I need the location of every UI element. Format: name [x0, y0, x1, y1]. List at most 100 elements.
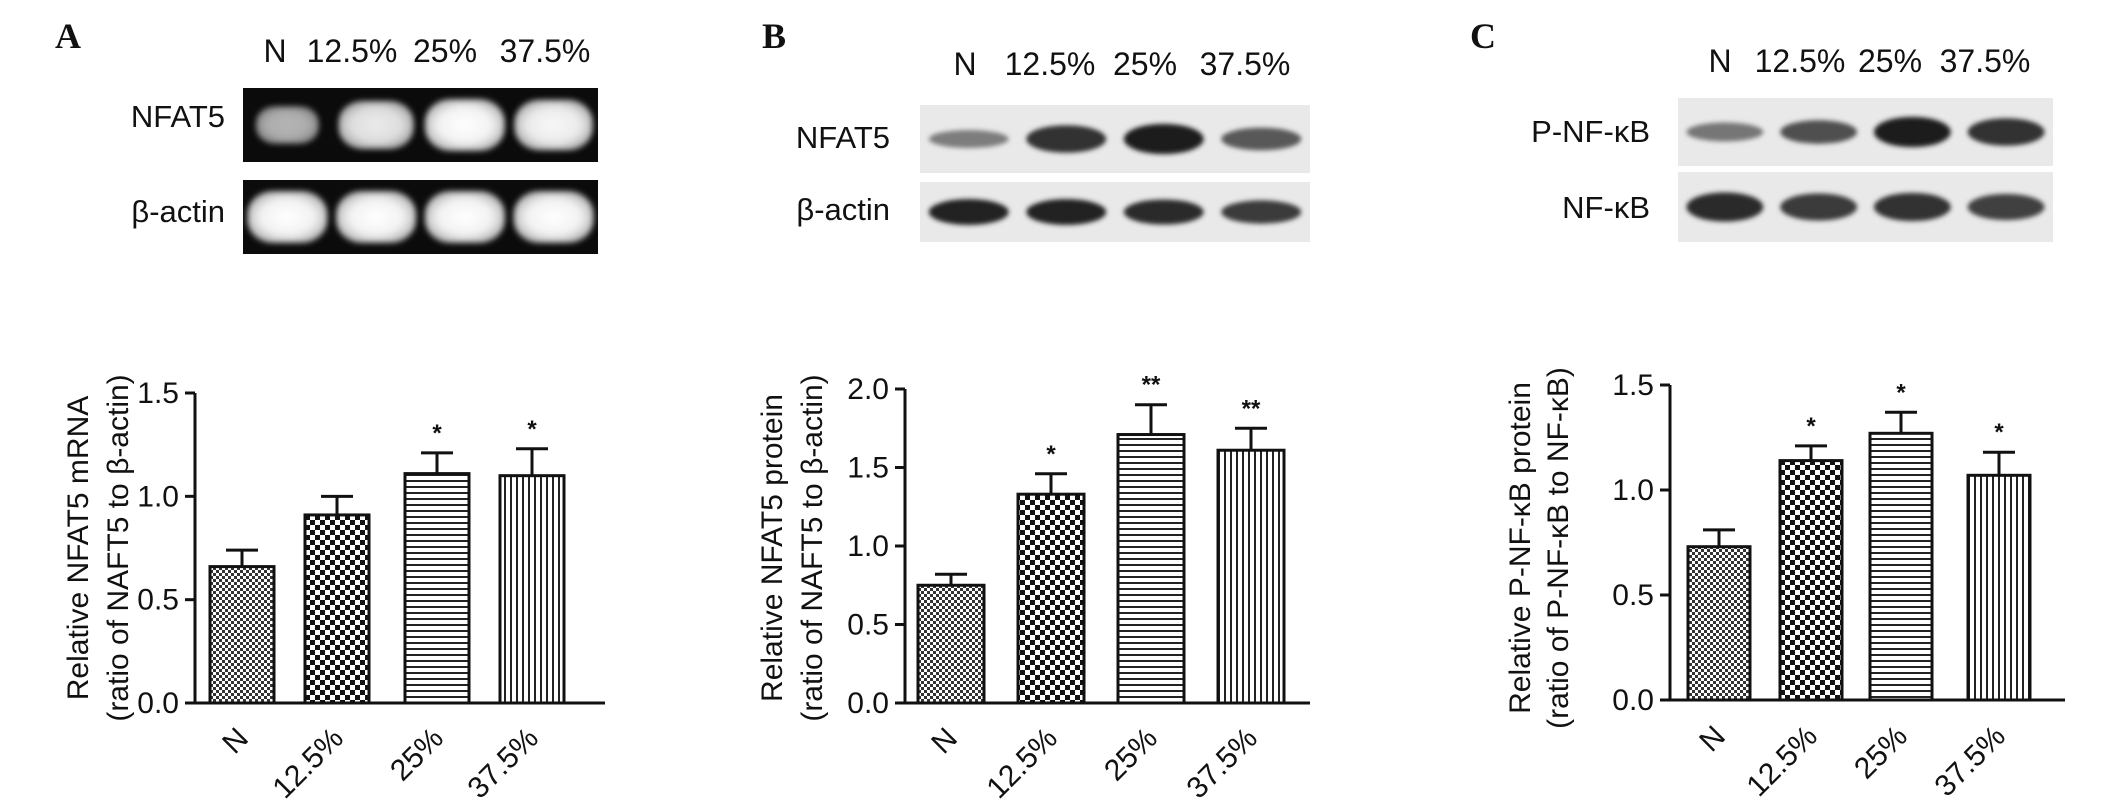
blot-image — [1678, 98, 2053, 166]
blot-image — [920, 105, 1310, 173]
western-band — [1123, 199, 1204, 225]
y-axis-subtitle: (ratio of NAFT5 to β-actin) — [796, 374, 829, 721]
western-band — [1967, 118, 2045, 146]
category-label: 12.5% — [1740, 720, 1823, 803]
bar — [208, 565, 276, 705]
lane-label: 12.5% — [1755, 43, 1846, 79]
bar — [1216, 448, 1286, 705]
significance-mark: * — [432, 420, 442, 447]
western-band — [1123, 123, 1204, 155]
bar — [916, 583, 986, 705]
gel-band — [255, 106, 319, 144]
lane-label: 25% — [1113, 46, 1177, 82]
y-axis-subtitle: (ratio of NAFT5 to β-actin) — [102, 374, 135, 721]
western-band — [1686, 122, 1764, 142]
category-label: 37.5% — [1180, 722, 1263, 805]
y-axis-title: Relative NFAT5 protein — [756, 394, 789, 702]
gel-band — [514, 99, 593, 151]
bar-chart: 0.0 0.5 1.0 1.5 Relative P-NF-κB protein (rat… — [1504, 367, 2065, 803]
lane-label: 12.5% — [1005, 46, 1096, 82]
panel-b: BN 12.5% 25% 37.5%NFAT5β-actin0.00.51.01.52… — [756, 16, 1310, 805]
gel-band — [424, 191, 505, 243]
y-tick-label: 0.0 — [137, 687, 179, 720]
lane-label: N — [1708, 43, 1731, 79]
y-axis-title: Relative P-NF-κB protein — [1504, 382, 1537, 714]
western-band — [1780, 193, 1858, 221]
panel-c: CN 12.5% 25% 37.5%P-NF-κBNF-κB0.00.51.01.5R… — [1470, 16, 2065, 803]
bar — [1116, 433, 1186, 705]
gel-band — [336, 191, 417, 243]
significance-mark: * — [527, 416, 537, 443]
western-band — [1967, 193, 2045, 221]
blot-image — [243, 180, 598, 254]
blot-row-label: β-actin — [796, 192, 890, 227]
bar — [1966, 473, 2032, 702]
y-axis-subtitle: (ratio of P-NF-κB to NF-κB) — [1542, 367, 1575, 729]
gel-band — [247, 191, 328, 243]
blot-image — [1678, 172, 2053, 242]
category-label: 12.5% — [980, 722, 1063, 805]
western-band — [1873, 192, 1951, 222]
blot-image — [243, 88, 598, 162]
y-tick-label: 1.0 — [847, 530, 889, 563]
lane-label: N — [263, 33, 286, 69]
y-tick-label: 1.5 — [847, 452, 889, 485]
bar-chart: 0.0 0.5 1.0 1.5 2.0 Relative NFAT5 protein (ra… — [756, 372, 1310, 805]
western-band — [1873, 116, 1951, 148]
significance-mark: * — [1046, 441, 1056, 468]
category-label: 37.5% — [461, 722, 544, 805]
western-band — [928, 199, 1009, 225]
lane-label: 25% — [413, 33, 477, 69]
y-tick-label: 0.0 — [847, 687, 889, 720]
category-label: 12.5% — [266, 722, 349, 805]
category-label: 25% — [1098, 722, 1164, 788]
lane-label: 37.5% — [1200, 46, 1291, 82]
blot-row-label: NF-κB — [1562, 190, 1650, 225]
significance-mark: ** — [1242, 395, 1261, 422]
category-label: N — [925, 722, 964, 761]
bar — [1016, 492, 1086, 705]
y-tick-label: 1.0 — [137, 480, 179, 513]
western-band — [1686, 192, 1764, 222]
category-label: N — [1693, 720, 1732, 759]
bar — [1686, 545, 1752, 702]
blot-row-label: β-actin — [131, 194, 225, 229]
lane-label: 12.5% — [307, 33, 398, 69]
significance-mark: ** — [1142, 372, 1161, 399]
panel-letter: B — [762, 16, 786, 56]
bar — [1778, 459, 1844, 702]
y-tick-label: 1.5 — [137, 377, 179, 410]
western-band — [1026, 125, 1107, 153]
significance-mark: * — [1994, 419, 2004, 446]
category-label: 25% — [384, 722, 450, 788]
blot-image — [920, 182, 1310, 242]
lane-label: N — [953, 46, 976, 82]
y-tick-label: 0.5 — [847, 609, 889, 642]
gel-band — [338, 101, 414, 149]
category-label: N — [216, 722, 255, 761]
western-band — [1780, 120, 1858, 144]
blot-row-label: P-NF-κB — [1531, 114, 1650, 149]
panel-a: A N 12.5% 25% 37.5%NFAT5β-actin0.00.51.01.5R… — [55, 16, 605, 805]
lane-label: 25% — [1858, 43, 1922, 79]
bar — [303, 513, 371, 705]
y-tick-label: 1.0 — [1612, 474, 1654, 507]
gel-band — [513, 191, 594, 243]
lane-label: 37.5% — [1940, 43, 2031, 79]
y-tick-label: 1.5 — [1612, 369, 1654, 402]
y-axis-title: Relative NFAT5 mRNA — [62, 396, 95, 701]
panel-letter: C — [1470, 16, 1496, 56]
bar — [1868, 431, 1934, 702]
significance-mark: * — [1806, 413, 1816, 440]
blot-row-label: NFAT5 — [796, 120, 890, 155]
y-tick-label: 0.0 — [1612, 684, 1654, 717]
y-tick-label: 0.5 — [1612, 579, 1654, 612]
significance-mark: * — [1896, 379, 1906, 406]
panel-letter: A — [55, 16, 81, 56]
y-tick-label: 2.0 — [847, 373, 889, 406]
western-band — [928, 130, 1009, 148]
western-band — [1026, 199, 1107, 225]
bar — [498, 474, 566, 705]
bar-chart: 0.0 0.5 1.0 1.5 Relative NFAT5 mRNA (ratio of… — [62, 374, 605, 805]
